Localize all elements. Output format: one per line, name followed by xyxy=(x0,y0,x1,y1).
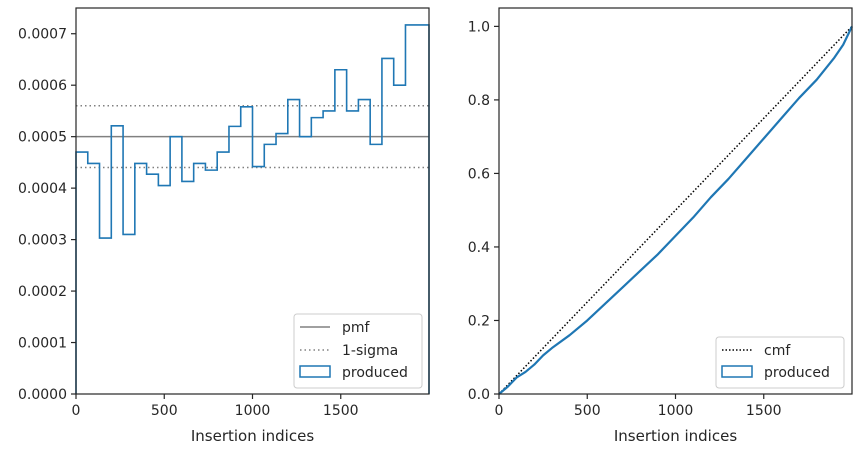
x-tick-label: 500 xyxy=(574,403,601,419)
x-tick-label: 500 xyxy=(151,403,178,419)
cumulative-data xyxy=(498,25,853,395)
y-tick-label: 0.6 xyxy=(468,166,490,182)
legend-cmf-label: cmf xyxy=(764,343,791,359)
y-tick-label: 0.0003 xyxy=(18,233,67,249)
legend-1sigma-label: 1-sigma xyxy=(342,343,398,359)
legend-produced-label: produced xyxy=(342,365,408,381)
histogram-x-axis-label: Insertion indices xyxy=(191,427,314,445)
y-tick-label: 0.0007 xyxy=(18,27,67,43)
y-tick-label: 0.0 xyxy=(468,387,490,403)
x-tick-label: 0 xyxy=(72,403,81,419)
cmf-line xyxy=(498,25,853,395)
x-tick-label: 1500 xyxy=(323,403,359,419)
x-tick-label: 0 xyxy=(495,403,504,419)
histogram-panel: 0 500 1000 1500 0.0000 0.0001 0.0002 0.0003 0.00… xyxy=(18,7,430,445)
legend-produced-label: produced xyxy=(764,365,830,381)
cumulative-ticks: 0 500 1000 1500 0.0 0.2 0.4 0.6 0.8 1.0 xyxy=(468,19,782,419)
legend-pmf-label: pmf xyxy=(342,320,371,336)
cumulative-panel: 0 500 1000 1500 0.0 0.2 0.4 0.6 0.8 1.0 Insertion… xyxy=(468,7,853,445)
histogram-legend-frame xyxy=(293,313,423,389)
cumulative-axes-frame xyxy=(498,7,853,395)
y-tick-label: 0.0004 xyxy=(18,181,67,197)
y-tick-label: 0.0002 xyxy=(18,284,67,300)
x-tick-label: 1000 xyxy=(658,403,694,419)
y-tick-label: 0.0001 xyxy=(18,336,67,352)
cumulative-x-axis-label: Insertion indices xyxy=(614,427,737,445)
histogram-legend: pmf 1-sigma produced xyxy=(293,313,423,389)
produced-cumulative-line xyxy=(498,25,853,395)
legend-produced-marker xyxy=(299,365,331,378)
y-tick-label: 0.0005 xyxy=(18,130,67,146)
x-tick-label: 1000 xyxy=(235,403,271,419)
histogram-data xyxy=(75,24,430,394)
histogram-ticks: 0 500 1000 1500 0.0000 0.0001 0.0002 0.0003 0.00… xyxy=(18,27,359,419)
y-tick-label: 0.2 xyxy=(468,313,490,329)
y-tick-label: 0.8 xyxy=(468,93,490,109)
y-tick-label: 0.0006 xyxy=(18,78,67,94)
y-tick-label: 0.0000 xyxy=(18,387,67,403)
cumulative-legend: cmf produced xyxy=(715,336,845,389)
legend-produced-marker xyxy=(721,365,753,378)
x-tick-label: 1500 xyxy=(746,403,782,419)
y-tick-label: 1.0 xyxy=(468,19,490,35)
produced-step-histogram xyxy=(75,24,430,394)
y-tick-label: 0.4 xyxy=(468,240,490,256)
